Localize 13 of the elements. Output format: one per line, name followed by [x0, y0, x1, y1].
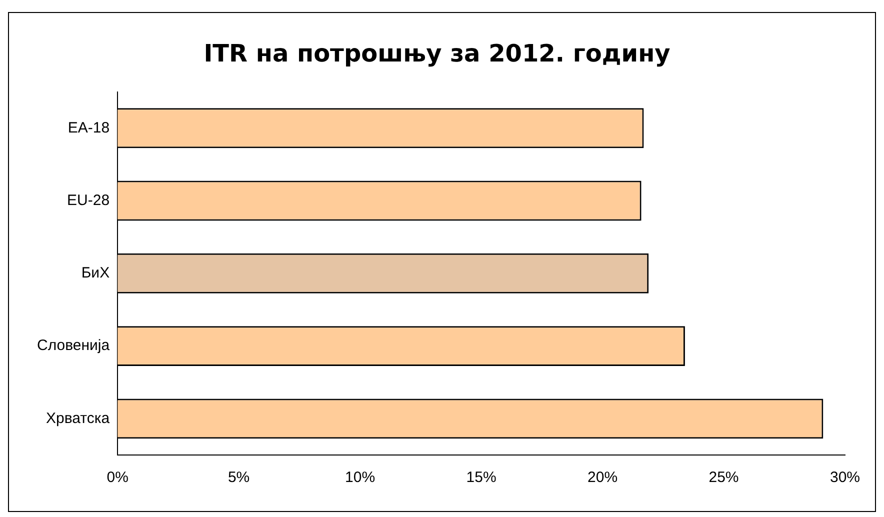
y-tick-label: EU-28 [67, 192, 110, 209]
x-tick-label: 10% [345, 469, 376, 486]
x-tick-label: 0% [106, 469, 128, 486]
x-tick-label: 5% [228, 469, 250, 486]
y-tick-label: БиХ [81, 264, 110, 282]
chart-title: ITR на потрошњу за 2012. годину [204, 40, 671, 68]
y-tick-label: Хрватска [46, 410, 110, 427]
x-tick-label: 30% [830, 469, 860, 486]
x-tick-label: 20% [588, 469, 618, 486]
y-tick-label: EA-18 [68, 119, 110, 136]
y-tick-label: Словенија [37, 337, 110, 354]
x-tick-label: 25% [708, 469, 739, 486]
x-tick-label: 15% [466, 469, 496, 486]
